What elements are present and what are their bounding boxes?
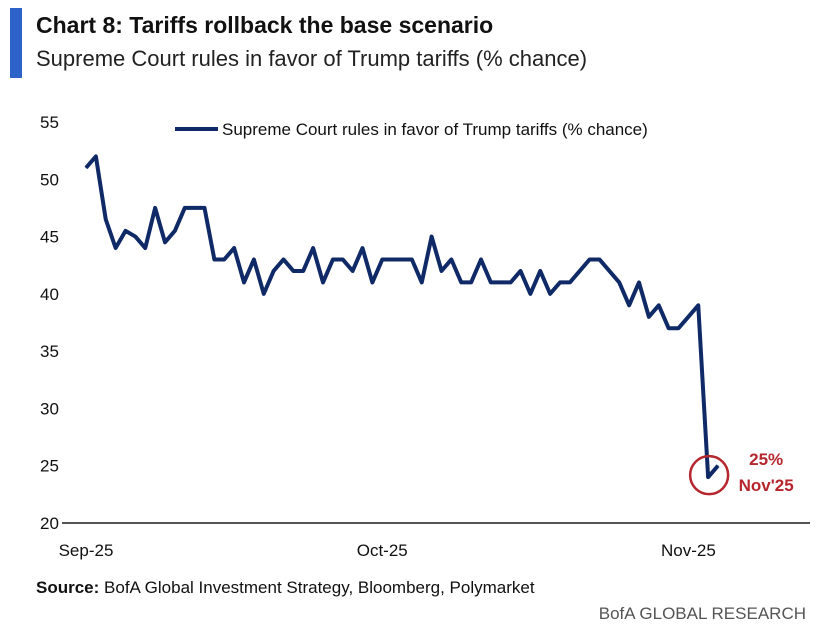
brand-logo-text: BofA GLOBAL RESEARCH <box>598 604 806 623</box>
data-point <box>292 270 294 272</box>
y-tick-label: 50 <box>40 170 59 189</box>
x-tick-label: Oct-25 <box>357 541 408 560</box>
data-point <box>520 270 521 272</box>
data-point <box>263 293 265 295</box>
data-point <box>273 270 275 272</box>
data-point <box>648 316 650 318</box>
y-tick-label: 45 <box>40 228 59 247</box>
y-tick-label: 30 <box>40 399 59 418</box>
data-point <box>589 258 591 260</box>
data-point <box>283 258 284 260</box>
data-point <box>500 281 502 283</box>
data-point <box>658 304 660 306</box>
data-point <box>608 270 610 272</box>
source-label: Source: <box>36 578 100 597</box>
data-point <box>687 316 689 318</box>
data-point <box>717 465 719 467</box>
data-point <box>490 281 492 283</box>
chart-title: Chart 8: Tariffs rollback the base scena… <box>36 12 494 38</box>
annotation-value: 25% <box>749 450 783 469</box>
data-point <box>628 304 630 306</box>
data-point <box>194 207 196 209</box>
data-point <box>223 258 225 260</box>
data-point <box>243 281 245 283</box>
legend-label: Supreme Court rules in favor of Trump ta… <box>222 120 648 139</box>
data-point <box>312 247 314 249</box>
legend: Supreme Court rules in favor of Trump ta… <box>175 120 648 139</box>
data-point <box>352 270 354 272</box>
data-point <box>569 281 571 283</box>
data-point <box>362 247 363 249</box>
data-point <box>95 155 97 157</box>
data-point <box>529 293 531 295</box>
data-point <box>174 230 176 232</box>
data-point <box>411 258 413 260</box>
data-point <box>322 281 324 283</box>
x-tick-label: Sep-25 <box>59 541 114 560</box>
data-point <box>697 304 699 306</box>
x-tick-label: Nov-25 <box>661 541 716 560</box>
data-point <box>85 167 87 169</box>
data-point <box>579 270 581 272</box>
data-point <box>401 258 403 260</box>
data-point <box>115 247 117 249</box>
accent-bar <box>10 8 22 78</box>
y-tick-label: 55 <box>40 113 59 132</box>
data-point <box>539 270 541 272</box>
data-point <box>707 476 709 478</box>
data-point <box>213 258 215 260</box>
data-point <box>302 270 304 272</box>
data-point <box>421 281 423 283</box>
data-point <box>460 281 462 283</box>
source-text: BofA Global Investment Strategy, Bloombe… <box>99 578 535 597</box>
data-point <box>233 247 235 249</box>
y-tick-label: 20 <box>40 514 59 533</box>
data-point <box>144 247 146 249</box>
data-point <box>431 236 433 238</box>
data-point <box>470 281 472 283</box>
data-point <box>125 230 126 232</box>
data-point <box>184 207 186 209</box>
data-point <box>105 218 107 220</box>
data-point <box>204 207 205 209</box>
data-point <box>342 258 344 260</box>
y-tick-label: 25 <box>40 457 59 476</box>
annotation-circle <box>688 454 730 496</box>
annotation-date: Nov'25 <box>739 476 794 495</box>
data-point <box>441 270 442 272</box>
data-point <box>638 281 640 283</box>
series-line <box>84 154 720 480</box>
data-point <box>253 258 255 260</box>
data-point <box>480 258 482 260</box>
chart-subtitle: Supreme Court rules in favor of Trump ta… <box>36 46 588 71</box>
data-point <box>618 281 620 283</box>
data-point <box>134 236 136 238</box>
data-point <box>678 327 679 329</box>
data-point <box>559 281 561 283</box>
data-point <box>549 293 551 295</box>
data-point <box>371 281 373 283</box>
data-point <box>668 327 670 329</box>
source-note: Source: BofA Global Investment Strategy,… <box>36 578 535 598</box>
data-point <box>332 258 334 260</box>
data-point <box>154 207 156 209</box>
data-point <box>164 241 166 243</box>
data-point <box>391 258 393 260</box>
data-point <box>510 281 512 283</box>
data-point <box>450 258 452 260</box>
data-point <box>381 258 383 260</box>
data-point <box>599 258 600 260</box>
y-tick-label: 35 <box>40 342 59 361</box>
y-tick-label: 40 <box>40 285 59 304</box>
